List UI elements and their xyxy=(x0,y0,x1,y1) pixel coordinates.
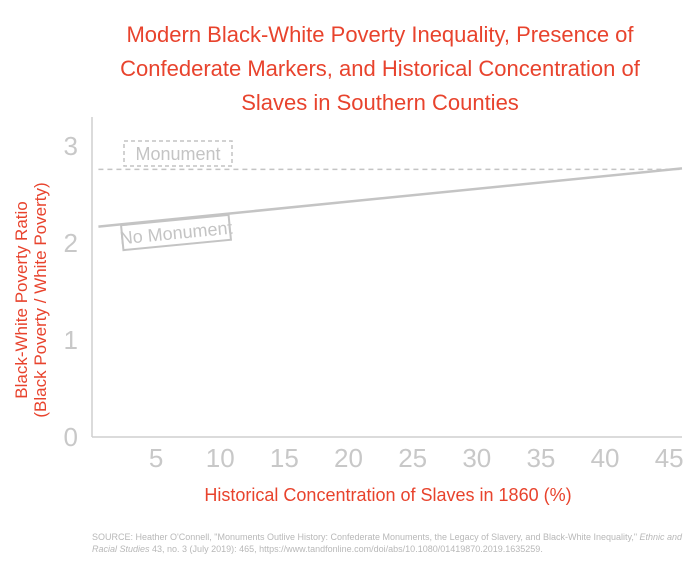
x-tick-label: 15 xyxy=(270,443,299,473)
x-tick-label: 20 xyxy=(334,443,363,473)
source-journal: Ethnic and Racial Studies xyxy=(92,532,683,554)
source-suffix: 43, no. 3 (July 2019): 465, https://www.… xyxy=(149,544,543,554)
chart: 5 10 15 20 25 30 35 40 45 0 1 2 3 Monument No Monumen… xyxy=(12,117,684,505)
y-axis-label-line-2: (Black Poverty / White Poverty) xyxy=(31,182,50,417)
y-tick-label: 0 xyxy=(64,422,78,452)
y-tick-label: 2 xyxy=(64,228,78,258)
y-axis-label: Black-White Poverty Ratio (Black Poverty… xyxy=(12,182,50,417)
x-tick-label: 5 xyxy=(149,443,163,473)
y-axis-label-line-1: Black-White Poverty Ratio xyxy=(12,201,31,398)
x-tick-label: 45 xyxy=(655,443,684,473)
chart-axes xyxy=(91,117,682,438)
series-label-0: Monument xyxy=(123,140,233,167)
y-tick-label: 3 xyxy=(64,131,78,161)
chart-title-line-2: Confederate Markers, and Historical Conc… xyxy=(120,56,640,81)
source-prefix: SOURCE: Heather O'Connell, "Monuments Ou… xyxy=(92,532,640,542)
series-label-1: No Monument xyxy=(119,213,233,252)
x-tick-label: 40 xyxy=(591,443,620,473)
chart-title-line-3: Slaves in Southern Counties xyxy=(241,90,519,115)
x-tick-label: 25 xyxy=(398,443,427,473)
x-tick-label: 10 xyxy=(206,443,235,473)
series-label-box xyxy=(119,213,233,252)
source-note: SOURCE: Heather O'Connell, "Monuments Ou… xyxy=(92,531,692,555)
no-monument-line xyxy=(98,167,683,228)
series-labels: Monument No Monument xyxy=(119,140,233,252)
x-tick-label: 30 xyxy=(462,443,491,473)
chart-series xyxy=(98,167,683,228)
x-axis-label: Historical Concentration of Slaves in 18… xyxy=(204,485,571,505)
x-tick-label: 35 xyxy=(526,443,555,473)
tick-labels: 5 10 15 20 25 30 35 40 45 0 1 2 3 xyxy=(64,131,684,473)
chart-title-line-1: Modern Black-White Poverty Inequality, P… xyxy=(126,22,634,47)
y-tick-label: 1 xyxy=(64,325,78,355)
series-label-box xyxy=(123,140,233,167)
series-label-text: Monument xyxy=(135,144,220,164)
